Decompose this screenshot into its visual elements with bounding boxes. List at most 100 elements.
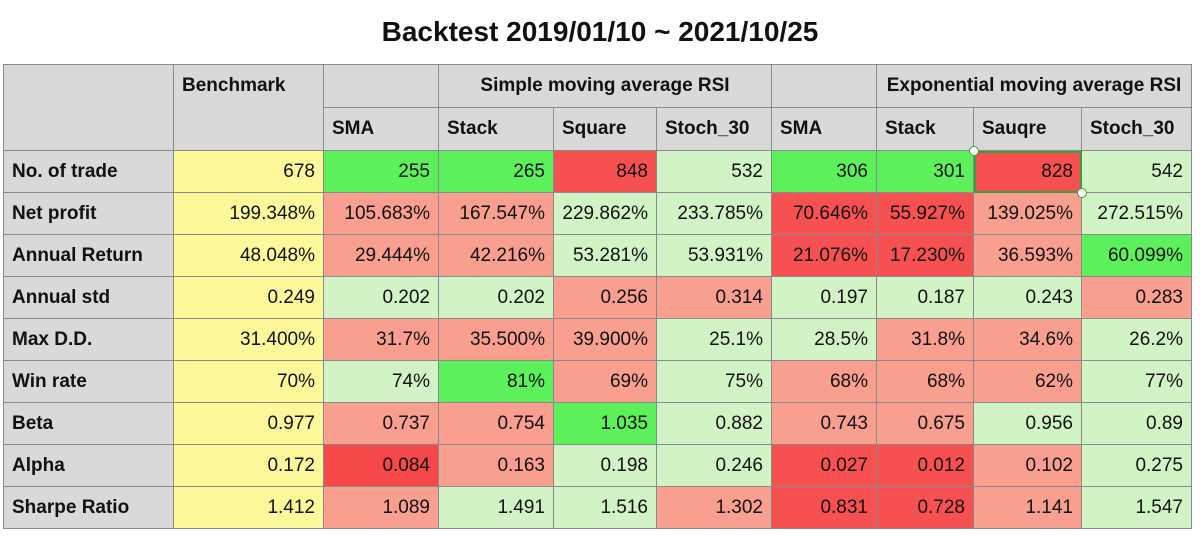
cell-sma-stack[interactable]: 167.547% xyxy=(438,192,554,235)
cell-sma-stoch30[interactable]: 0.246 xyxy=(656,444,772,487)
cell-sma-stack[interactable]: 265 xyxy=(438,150,554,193)
cell-sma-stoch30[interactable]: 25.1% xyxy=(656,318,772,361)
sma-group-header: Simple moving average RSI xyxy=(438,64,772,108)
cell-benchmark[interactable]: 199.348% xyxy=(173,192,324,235)
cell-ema-stoch30[interactable]: 0.275 xyxy=(1081,444,1192,487)
cell-sma-sma[interactable]: 0.737 xyxy=(323,402,439,445)
cell-ema-sma[interactable]: 21.076% xyxy=(771,234,877,277)
cell-ema-sma[interactable]: 68% xyxy=(771,360,877,403)
cell-sma-stack[interactable]: 0.754 xyxy=(438,402,554,445)
cell-sma-sma[interactable]: 74% xyxy=(323,360,439,403)
cell-ema-stoch30[interactable]: 26.2% xyxy=(1081,318,1192,361)
row-label: Annual std xyxy=(3,276,174,319)
cell-benchmark[interactable]: 48.048% xyxy=(173,234,324,277)
cell-ema-sauqre[interactable]: 0.243 xyxy=(973,276,1082,319)
cell-sma-sma[interactable]: 0.084 xyxy=(323,444,439,487)
row-label: Max D.D. xyxy=(3,318,174,361)
cell-sma-square[interactable]: 39.900% xyxy=(553,318,657,361)
selected-cell[interactable]: 828 xyxy=(973,150,1082,193)
cell-benchmark[interactable]: 1.412 xyxy=(173,486,324,529)
cell-sma-sma[interactable]: 0.202 xyxy=(323,276,439,319)
column-header-sma-sma: SMA xyxy=(323,107,439,151)
row-label: No. of trade xyxy=(3,150,174,193)
cell-sma-stack[interactable]: 35.500% xyxy=(438,318,554,361)
selection-handle-bottom-right[interactable] xyxy=(1076,187,1087,198)
cell-ema-sma[interactable]: 28.5% xyxy=(771,318,877,361)
cell-sma-stack[interactable]: 1.491 xyxy=(438,486,554,529)
cell-ema-stoch30[interactable]: 77% xyxy=(1081,360,1192,403)
cell-sma-stoch30[interactable]: 532 xyxy=(656,150,772,193)
cell-sma-stoch30[interactable]: 233.785% xyxy=(656,192,772,235)
table-body: No. of trade 678 255 265 848 532 306 301 828 542 N… xyxy=(3,150,1192,529)
cell-ema-stack[interactable]: 0.675 xyxy=(876,402,974,445)
cell-ema-sauqre[interactable]: 34.6% xyxy=(973,318,1082,361)
cell-ema-sma[interactable]: 0.197 xyxy=(771,276,877,319)
cell-ema-stoch30[interactable]: 0.283 xyxy=(1081,276,1192,319)
cell-ema-stoch30[interactable]: 60.099% xyxy=(1081,234,1192,277)
cell-ema-sauqre[interactable]: 36.593% xyxy=(973,234,1082,277)
cell-sma-stack[interactable]: 81% xyxy=(438,360,554,403)
table-row: Beta 0.977 0.737 0.754 1.035 0.882 0.743 0.675 0… xyxy=(3,402,1192,445)
cell-ema-sauqre[interactable]: 62% xyxy=(973,360,1082,403)
cell-benchmark[interactable]: 0.249 xyxy=(173,276,324,319)
cell-sma-sma[interactable]: 1.089 xyxy=(323,486,439,529)
cell-benchmark[interactable]: 70% xyxy=(173,360,324,403)
cell-sma-sma[interactable]: 29.444% xyxy=(323,234,439,277)
selection-handle-top-left[interactable] xyxy=(968,145,979,156)
cell-sma-stack[interactable]: 0.163 xyxy=(438,444,554,487)
cell-ema-stack[interactable]: 0.728 xyxy=(876,486,974,529)
cell-sma-sma[interactable]: 255 xyxy=(323,150,439,193)
cell-sma-stack[interactable]: 42.216% xyxy=(438,234,554,277)
row-label: Alpha xyxy=(3,444,174,487)
cell-ema-stack[interactable]: 68% xyxy=(876,360,974,403)
cell-benchmark[interactable]: 31.400% xyxy=(173,318,324,361)
cell-ema-sma[interactable]: 0.027 xyxy=(771,444,877,487)
cell-sma-square[interactable]: 0.256 xyxy=(553,276,657,319)
benchmark-header: Benchmark xyxy=(173,64,324,151)
row-label: Win rate xyxy=(3,360,174,403)
cell-benchmark[interactable]: 0.172 xyxy=(173,444,324,487)
cell-sma-stoch30[interactable]: 0.882 xyxy=(656,402,772,445)
cell-sma-stack[interactable]: 0.202 xyxy=(438,276,554,319)
cell-ema-stack[interactable]: 0.187 xyxy=(876,276,974,319)
cell-ema-stoch30[interactable]: 0.89 xyxy=(1081,402,1192,445)
cell-sma-square[interactable]: 848 xyxy=(553,150,657,193)
cell-ema-stack[interactable]: 31.8% xyxy=(876,318,974,361)
cell-sma-sma[interactable]: 105.683% xyxy=(323,192,439,235)
cell-ema-stack[interactable]: 0.012 xyxy=(876,444,974,487)
cell-benchmark[interactable]: 0.977 xyxy=(173,402,324,445)
cell-sma-sma[interactable]: 31.7% xyxy=(323,318,439,361)
cell-ema-stack[interactable]: 55.927% xyxy=(876,192,974,235)
cell-sma-stoch30[interactable]: 75% xyxy=(656,360,772,403)
cell-ema-stoch30[interactable]: 542 xyxy=(1081,150,1192,193)
cell-ema-sma[interactable]: 306 xyxy=(771,150,877,193)
ema-group-header: Exponential moving average RSI xyxy=(876,64,1192,108)
table-row: Max D.D. 31.400% 31.7% 35.500% 39.900% 25.1% 2… xyxy=(3,318,1192,361)
cell-ema-sma[interactable]: 70.646% xyxy=(771,192,877,235)
cell-ema-stoch30[interactable]: 272.515% xyxy=(1081,192,1192,235)
cell-ema-sauqre[interactable]: 139.025% xyxy=(973,192,1082,235)
table-row: Annual std 0.249 0.202 0.202 0.256 0.314 0.197… xyxy=(3,276,1192,319)
cell-ema-sauqre[interactable]: 0.102 xyxy=(973,444,1082,487)
cell-ema-sma[interactable]: 0.831 xyxy=(771,486,877,529)
cell-sma-square[interactable]: 229.862% xyxy=(553,192,657,235)
cell-sma-stoch30[interactable]: 53.931% xyxy=(656,234,772,277)
cell-ema-sauqre[interactable]: 1.141 xyxy=(973,486,1082,529)
cell-ema-sauqre[interactable]: 0.956 xyxy=(973,402,1082,445)
table-row: Alpha 0.172 0.084 0.163 0.198 0.246 0.027 0.012… xyxy=(3,444,1192,487)
cell-sma-square[interactable]: 69% xyxy=(553,360,657,403)
corner-cell xyxy=(3,64,174,151)
cell-sma-square[interactable]: 1.516 xyxy=(553,486,657,529)
cell-ema-stack[interactable]: 301 xyxy=(876,150,974,193)
cell-sma-square[interactable]: 53.281% xyxy=(553,234,657,277)
cell-sma-square[interactable]: 1.035 xyxy=(553,402,657,445)
cell-sma-square[interactable]: 0.198 xyxy=(553,444,657,487)
cell-sma-stoch30[interactable]: 1.302 xyxy=(656,486,772,529)
table-row: No. of trade 678 255 265 848 532 306 301 828 542 xyxy=(3,150,1192,193)
cell-ema-stoch30[interactable]: 1.547 xyxy=(1081,486,1192,529)
cell-sma-stoch30[interactable]: 0.314 xyxy=(656,276,772,319)
cell-benchmark[interactable]: 678 xyxy=(173,150,324,193)
cell-ema-sma[interactable]: 0.743 xyxy=(771,402,877,445)
cell-ema-stack[interactable]: 17.230% xyxy=(876,234,974,277)
column-header-sma-square: Square xyxy=(553,107,657,151)
